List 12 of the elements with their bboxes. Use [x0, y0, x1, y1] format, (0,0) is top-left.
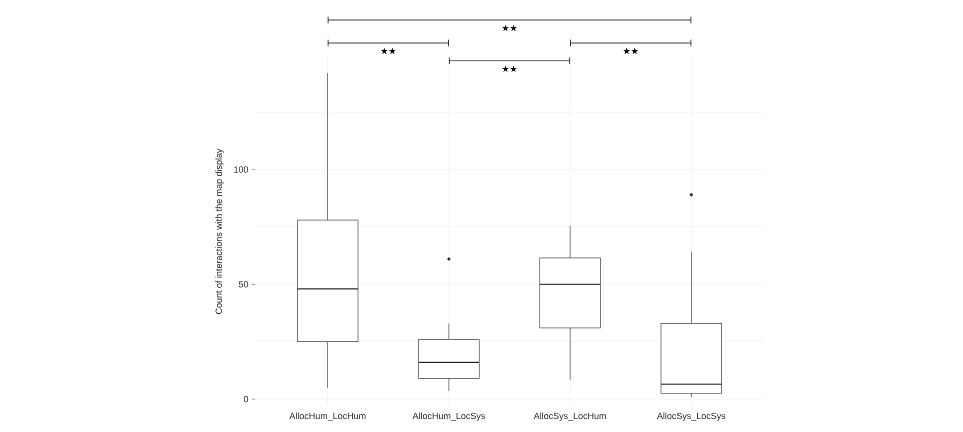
- y-tick-label: 0: [244, 396, 248, 402]
- y-tick-label: 100: [234, 166, 248, 173]
- text: ★★: [623, 48, 638, 54]
- y-axis-title: Count of interactions with the map display: [215, 148, 224, 314]
- text: ★★: [380, 48, 396, 54]
- x-tick-label: AllocHum_LocHum: [289, 412, 366, 421]
- y-tick-label: 50: [238, 281, 248, 288]
- x-tick-label: AllocHum_LocSys: [412, 412, 485, 421]
- x-tick-label: AllocSys_LocSys: [656, 412, 726, 421]
- text: ★★: [502, 24, 517, 32]
- annotation: ★★: [502, 65, 517, 72]
- x-tick-label: AllocSys_LocHum: [534, 412, 606, 421]
